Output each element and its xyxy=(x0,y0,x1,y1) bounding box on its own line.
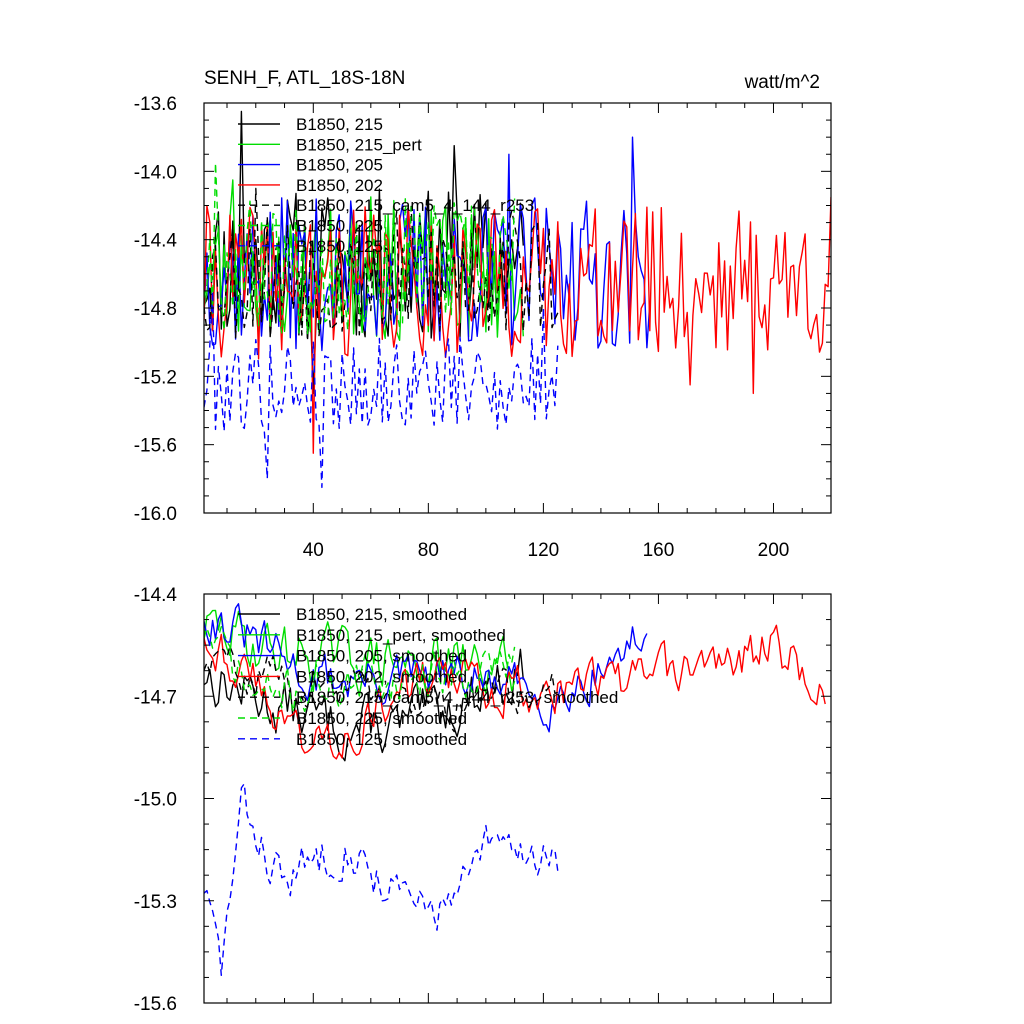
bottom-axes: -15.6 -15.3 -15.0 -14.7 -14.4 xyxy=(134,585,832,1015)
bottom-panel: -15.6 -15.3 -15.0 -14.7 -14.4 B1850, 215, sm… xyxy=(134,585,832,1015)
legend-label: B1850, 215, smoothed xyxy=(296,605,467,624)
series-line-top-3 xyxy=(204,136,651,352)
legend-label: B1850, 215_cam5_4_144_r253 xyxy=(296,196,534,215)
legend-label: B1850, 125 xyxy=(296,237,383,256)
y-tick-label: -16.0 xyxy=(134,504,177,525)
legend-label: B1850, 215_cam5_4_144_r253, smoothed xyxy=(296,688,618,707)
series-line-bottom-3 xyxy=(204,603,648,733)
top-series-group xyxy=(204,110,831,489)
x-tick-label: 80 xyxy=(418,540,439,561)
legend-label: B1850, 125, smoothed xyxy=(296,730,467,749)
x-tick-label: 200 xyxy=(758,540,790,561)
x-tick-label: 40 xyxy=(303,540,324,561)
bottom-series-group xyxy=(204,603,826,976)
y-tick-label: -15.2 xyxy=(134,367,177,388)
top-panel: SENH_F, ATL_18S-18N watt/m^2 40 80 120 160 2… xyxy=(134,68,832,561)
chart-title: SENH_F, ATL_18S-18N xyxy=(204,68,405,89)
y-tick-label: -13.6 xyxy=(134,94,177,115)
legend-label: B1850, 225, smoothed xyxy=(296,709,467,728)
y-tick-label: -14.7 xyxy=(134,687,177,708)
series-line-top-7 xyxy=(204,290,559,489)
legend-label: B1850, 215_pert, smoothed xyxy=(296,626,506,645)
legend-label: B1850, 202, smoothed xyxy=(296,667,467,686)
y-tick-label: -14.8 xyxy=(134,299,177,320)
y-tick-label: -14.4 xyxy=(134,231,178,252)
y-tick-label: -15.3 xyxy=(134,892,177,913)
bottom-legend: B1850, 215, smoothed B1850, 215_pert, smo… xyxy=(238,605,618,749)
series-line-top-5 xyxy=(204,187,559,342)
x-tick-label: 160 xyxy=(643,540,675,561)
series-line-bottom-6 xyxy=(204,626,516,713)
legend-label: B1850, 202 xyxy=(296,176,383,195)
series-line-top-4 xyxy=(204,196,831,454)
legend-label: B1850, 225 xyxy=(296,217,383,236)
y-tick-label: -15.6 xyxy=(134,994,177,1015)
y-tick-label: -14.0 xyxy=(134,162,177,183)
series-line-bottom-1 xyxy=(204,648,524,762)
legend-label: B1850, 215 xyxy=(296,115,383,134)
legend-label: B1850, 205, smoothed xyxy=(296,647,467,666)
series-line-bottom-7 xyxy=(204,782,559,976)
legend-label: B1850, 215_pert xyxy=(296,135,422,154)
legend-label: B1850, 205 xyxy=(296,156,383,175)
series-line-top-6 xyxy=(204,162,516,335)
y-tick-label: -15.6 xyxy=(134,436,177,457)
series-line-bottom-4 xyxy=(204,624,826,760)
y-tick-label: -14.4 xyxy=(134,585,178,606)
y-tick-label: -15.0 xyxy=(134,790,177,811)
top-axes: 40 80 120 160 200 -16.0 -15.6 -15.2 -14.8 -14.4 -1… xyxy=(134,94,832,561)
units-label: watt/m^2 xyxy=(744,72,820,93)
series-line-bottom-2 xyxy=(204,609,516,698)
series-line-bottom-5 xyxy=(204,645,559,733)
x-tick-label: 120 xyxy=(528,540,560,561)
